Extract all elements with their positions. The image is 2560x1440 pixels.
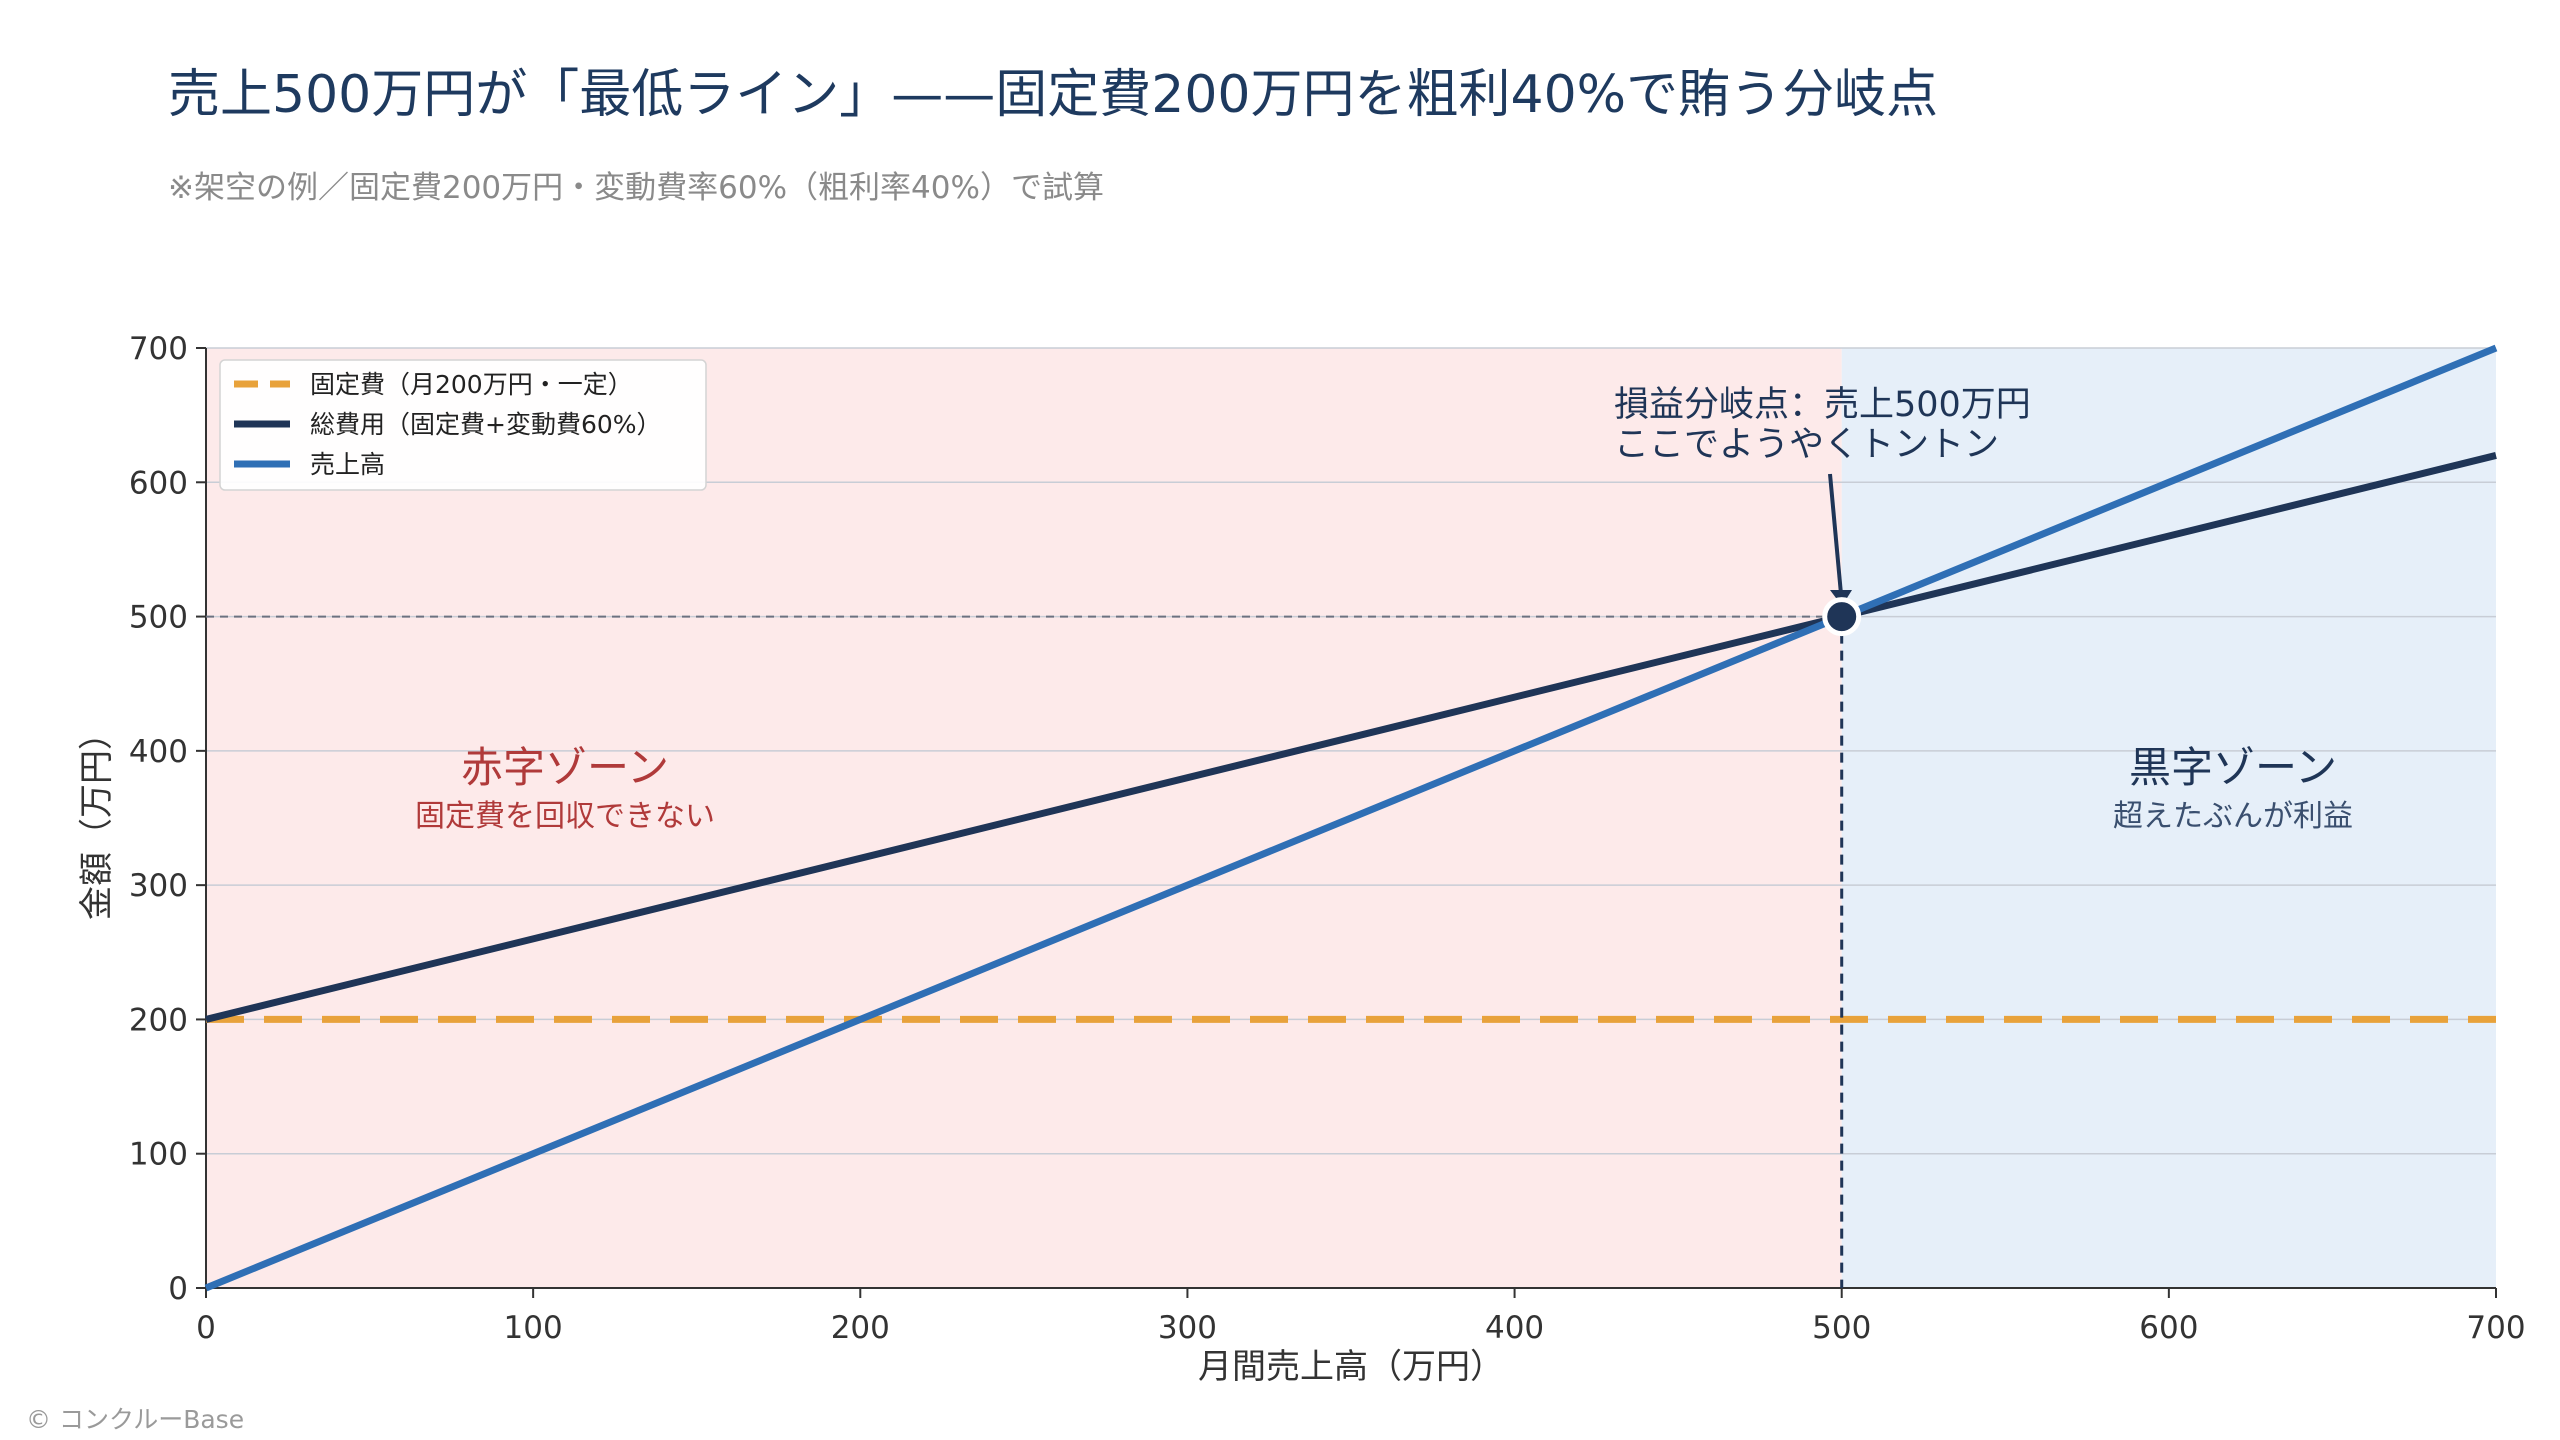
y-tick-label: 0	[168, 1271, 188, 1307]
chart-title: 売上500万円が「最低ライン」——固定費200万円を粗利40%で賄う分岐点	[168, 65, 1939, 125]
x-tick-label: 700	[2466, 1310, 2525, 1346]
copyright: © コンクルーBase	[26, 1405, 245, 1434]
annotation-line1: 損益分岐点：売上500万円	[1614, 385, 2031, 425]
legend-item-total-cost-label: 総費用（固定費+変動費60%）	[310, 410, 662, 439]
x-tick-label: 400	[1485, 1310, 1544, 1346]
x-axis-label: 月間売上高（万円）	[1198, 1347, 1504, 1387]
x-tick-label: 600	[2139, 1310, 2198, 1346]
profit-zone-caption: 超えたぶんが利益	[2113, 799, 2353, 834]
y-axis-label: 金額（万円）	[77, 716, 117, 920]
loss-zone-title: 赤字ゾーン	[461, 743, 669, 792]
break-even-point	[1822, 597, 1862, 637]
y-tick-label: 200	[129, 1002, 188, 1038]
x-tick-label: 200	[831, 1310, 890, 1346]
x-tick-label: 100	[504, 1310, 563, 1346]
legend-item-sales-label: 売上高	[310, 450, 385, 479]
x-tick-label: 0	[196, 1310, 216, 1346]
sales-line	[204, 344, 2498, 1292]
y-tick-label: 500	[129, 600, 188, 636]
x-tick-label: 500	[1812, 1310, 1871, 1346]
annotation-line2: ここでようやくトントン	[1614, 425, 1999, 465]
legend-box	[219, 359, 707, 491]
total-cost-line	[205, 452, 2497, 1023]
y-tick-label: 100	[129, 1137, 188, 1173]
profit-zone-title: 黒字ゾーン	[2129, 743, 2337, 792]
y-tick-label: 300	[129, 868, 188, 904]
y-tick-label: 400	[129, 734, 188, 770]
y-tick-label: 700	[129, 331, 188, 367]
y-tick-label: 600	[129, 465, 188, 501]
profit-zone	[1841, 348, 2496, 1288]
x-tick-label: 300	[1158, 1310, 1217, 1346]
legend-item-fixed-cost-label: 固定費（月200万円・一定）	[310, 370, 633, 399]
annotation-arrow-shaft	[1828, 473, 1843, 595]
loss-zone-caption: 固定費を回収できない	[415, 799, 715, 834]
chart-subtitle: ※架空の例／固定費200万円・変動費率60%（粗利率40%）で試算	[168, 170, 1104, 206]
